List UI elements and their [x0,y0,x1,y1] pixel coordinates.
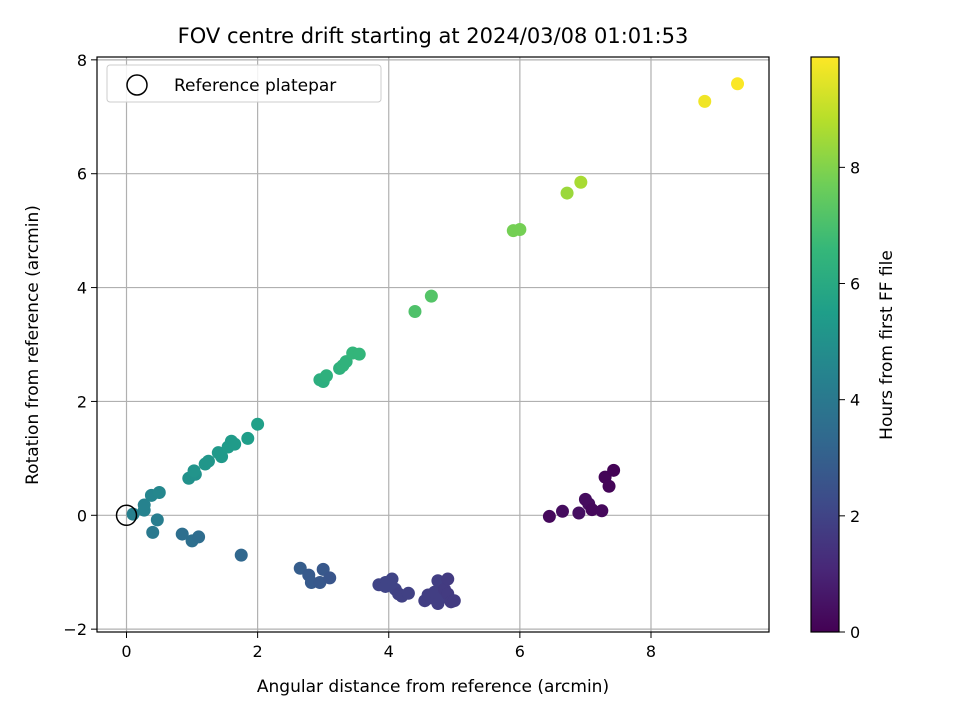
scatter-point [323,571,337,585]
reference-platepar-marker [115,504,138,527]
scatter-point [201,454,215,468]
y-axis-ticks: −2 0 2 4 6 8 [63,51,97,639]
scatter-point [555,504,569,518]
scatter-point [352,347,366,361]
scatter-point [441,572,455,586]
scatter-point [574,175,588,189]
colorbar-tick-label: 0 [850,623,860,642]
scatter-point [175,527,189,541]
x-tick-label: 8 [646,642,656,661]
x-axis-ticks: 0 2 4 6 8 [121,632,656,661]
scatter-point [137,498,151,512]
y-tick-label: 6 [77,165,87,184]
grid-lines [97,57,769,632]
colorbar-label: Hours from first FF file [877,250,897,440]
colorbar-ticks: 0 2 4 6 8 [839,158,860,642]
scatter-point [595,504,609,518]
colorbar-tick-label: 8 [850,158,860,177]
scatter-point [385,572,399,586]
scatter-point [228,437,242,451]
scatter-point [585,503,599,517]
scatter-point [126,507,140,521]
scatter-point [152,486,166,500]
legend-marker [126,74,148,96]
scatter-point [150,513,164,527]
scatter-point [607,463,621,477]
scatter-point [401,586,415,600]
scatter-point [560,186,574,200]
scatter-point [408,304,422,318]
plot-frame [96,56,770,633]
scatter-point [234,548,248,562]
scatter-points [126,77,745,611]
y-tick-label: −2 [63,620,87,639]
legend: Reference platepar [106,64,382,103]
scatter-point [447,594,461,608]
scatter-point [731,77,745,91]
y-tick-label: 8 [77,51,87,70]
scatter-point [572,506,586,520]
colorbar-bar [810,56,840,633]
colorbar-tick-label: 4 [850,391,860,410]
scatter-point [187,464,201,478]
colorbar: 0 2 4 6 8 Hours from first FF file [810,56,897,642]
scatter-point [146,525,160,539]
scatter-point [215,450,229,464]
x-tick-label: 4 [384,642,394,661]
scatter-point [513,223,527,236]
x-tick-label: 6 [515,642,525,661]
y-tick-label: 2 [77,392,87,411]
scatter-point [313,575,327,589]
legend-label: Reference platepar [174,76,336,96]
y-axis-label: Rotation from reference (arcmin) [23,205,43,485]
scatter-point [319,369,333,383]
scatter-point [542,509,556,523]
y-tick-label: 0 [77,506,87,525]
scatter-point [241,431,255,445]
colorbar-tick-label: 2 [850,507,860,526]
chart-title: FOV centre drift starting at 2024/03/08 … [178,24,689,48]
x-axis-label: Angular distance from reference (arcmin) [257,677,609,697]
scatter-point [424,289,438,303]
scatter-point [602,479,616,493]
scatter-point [698,94,712,108]
y-tick-label: 4 [77,279,87,298]
colorbar-tick-label: 6 [850,275,860,294]
scatter-point [192,530,206,544]
legend-box [106,64,382,103]
x-tick-label: 0 [121,642,131,661]
x-tick-label: 2 [253,642,263,661]
scatter-point [251,417,265,431]
